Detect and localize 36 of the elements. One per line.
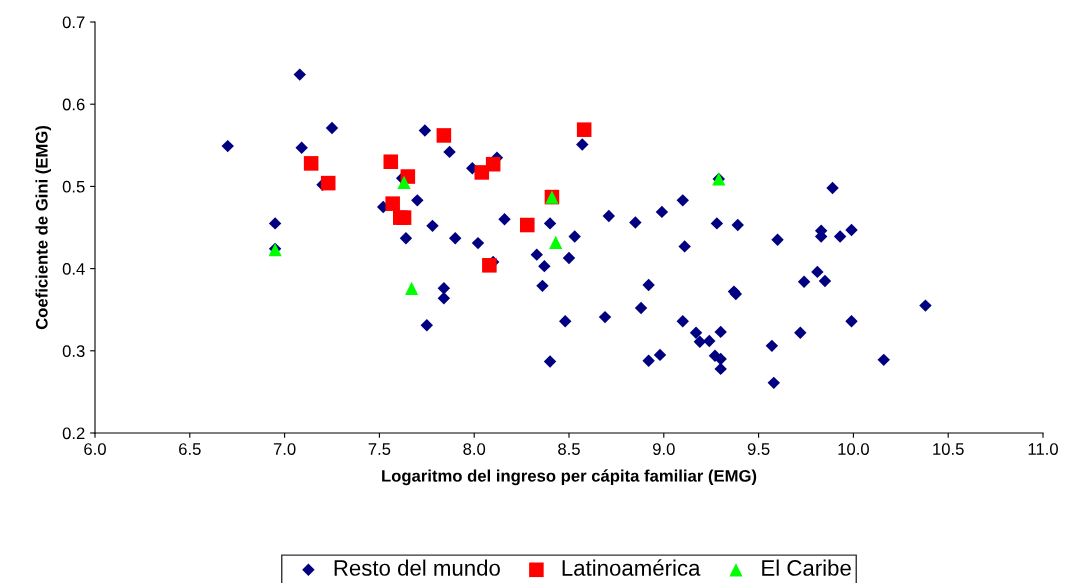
point — [485, 156, 501, 172]
point — [576, 122, 592, 137]
legend-label: Resto del mundo — [334, 559, 500, 576]
point — [383, 154, 399, 170]
legend-label: El Caribe — [762, 559, 851, 576]
x-tick-label: 6.0 — [84, 443, 106, 455]
point — [474, 165, 490, 180]
point — [549, 235, 563, 249]
y-tick-label: 0.2 — [62, 427, 85, 440]
point — [397, 175, 411, 189]
x-axis-title: Logaritmo del ingreso per cápita familiar (EMG) — [382, 469, 757, 486]
x-tick-label: 11.0 — [1028, 443, 1058, 455]
x-tick-label: 8.0 — [463, 443, 486, 455]
x-tick-label: 6.5 — [179, 443, 201, 455]
y-axis-title: Coeficiente de Gini (EMG) — [35, 126, 51, 330]
y-tick-label: 0.6 — [62, 98, 85, 111]
x-tick-label: 10.0 — [838, 443, 869, 455]
x-tick-label: 7.5 — [368, 443, 391, 455]
point — [436, 128, 452, 143]
y-tick-label: 0.4 — [62, 263, 85, 275]
point — [396, 210, 412, 225]
point — [320, 175, 336, 191]
point — [405, 281, 419, 295]
y-tick-label: 0.7 — [62, 16, 85, 29]
y-tick-label: 0.5 — [62, 180, 85, 193]
y-tick-label: 0.3 — [62, 345, 85, 357]
x-tick-label: 10.5 — [933, 443, 964, 455]
x-tick-label: 9.5 — [747, 443, 770, 455]
point — [385, 196, 400, 211]
legend-label: Latinoamérica — [562, 559, 701, 576]
point — [303, 156, 319, 171]
point — [520, 217, 535, 233]
x-tick-label: 8.5 — [558, 443, 580, 455]
x-tick-label: 7.0 — [273, 443, 296, 455]
point — [482, 258, 497, 273]
x-tick-label: 9.0 — [653, 443, 675, 455]
